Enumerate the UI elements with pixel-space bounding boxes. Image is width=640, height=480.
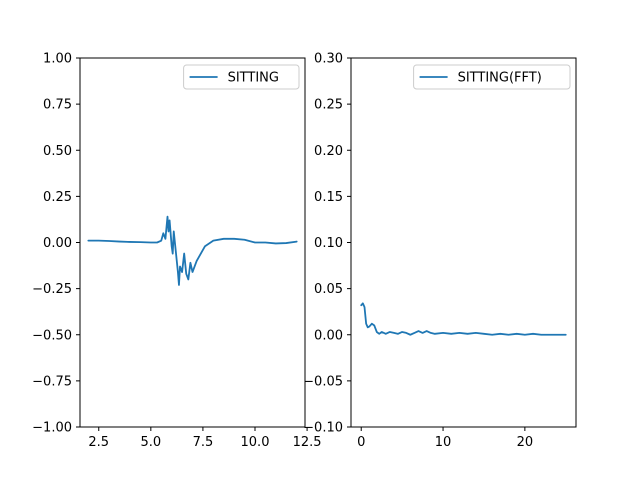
right-chart-panel: 0 10 20 −0.10 −0.05 0.00 0.05 0.10 0.15 0.20 0.25 0… [303, 52, 577, 450]
left-x-tick-label: 10.0 [241, 435, 270, 450]
right-y-tick-label: 0.20 [314, 144, 343, 159]
left-y-tick-label: 1.00 [43, 52, 72, 67]
left-legend-label: SITTING [228, 71, 279, 86]
right-y-tick-label: 0.05 [314, 282, 343, 297]
left-y-tick-label: −0.75 [32, 374, 72, 389]
right-y-tick-label: −0.05 [303, 374, 343, 389]
left-x-tick-label: 2.5 [88, 435, 109, 450]
left-y-tick-label: 0.25 [43, 190, 72, 205]
left-y-tick-label: −0.25 [32, 282, 72, 297]
left-legend-box [183, 64, 300, 90]
right-x-tick-label: 10 [435, 435, 452, 450]
right-x-tick-label: 0 [357, 435, 365, 450]
right-legend-box [413, 64, 571, 90]
right-x-tick-label: 20 [517, 435, 534, 450]
left-x-tick-label: 5.0 [140, 435, 161, 450]
right-y-tick-label: 0.00 [314, 328, 343, 343]
left-x-tick-label: 7.5 [193, 435, 214, 450]
left-y-tick-label: 0.00 [43, 236, 72, 251]
left-y-tick-label: 0.50 [43, 144, 72, 159]
left-y-tick-label: −0.50 [32, 328, 72, 343]
right-y-tick-label: 0.30 [314, 52, 343, 67]
right-series-line-0 [360, 302, 567, 336]
right-y-tick-label: −0.10 [303, 421, 343, 436]
right-legend-label: SITTING(FFT) [458, 71, 542, 86]
left-series-line-0 [87, 215, 298, 286]
left-chart-panel: 2.5 5.0 7.5 10.0 12.5 −1.00 −0.75 −0.50 −0.25 0.0… [32, 52, 321, 451]
right-y-tick-label: 0.25 [314, 98, 343, 113]
right-y-tick-label: 0.15 [314, 190, 343, 205]
left-y-tick-label: −1.00 [32, 421, 72, 436]
right-y-tick-label: 0.10 [314, 236, 343, 251]
left-x-tick-label: 12.5 [293, 435, 322, 450]
left-y-tick-label: 0.75 [43, 98, 72, 113]
